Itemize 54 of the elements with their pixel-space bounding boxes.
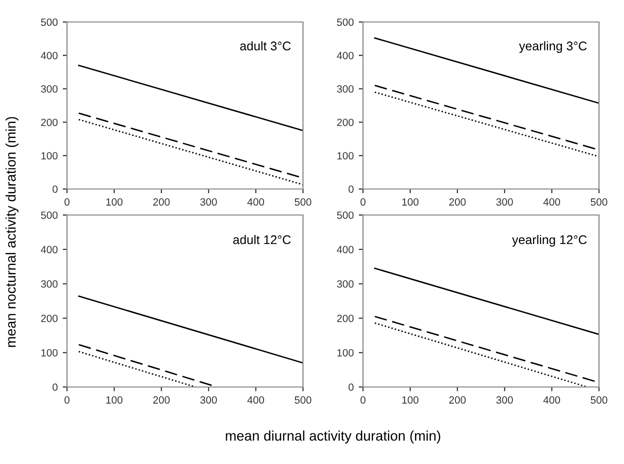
y-tick-label: 500: [41, 18, 58, 26]
y-tick-label: 300: [336, 280, 354, 288]
annotation: adult 12°C: [233, 234, 291, 244]
x-tick-label: 300: [496, 198, 513, 206]
x-tick-label: 400: [543, 198, 560, 206]
y-tick-label: 0: [348, 186, 354, 193]
annotation: yearling 12°C: [512, 234, 587, 247]
x-tick-label: 100: [106, 396, 122, 404]
x-tick-label: 300: [200, 396, 217, 404]
y-tick-label: 500: [41, 212, 58, 219]
annotation: yearling 3°C: [519, 41, 587, 53]
x-tick-label: 200: [449, 198, 466, 206]
y-tick-label: 100: [41, 349, 58, 356]
x-tick-label: 300: [496, 396, 513, 404]
y-tick-label: 300: [40, 280, 58, 288]
x-tick-label: 200: [153, 198, 170, 206]
y-tick-label: 100: [41, 152, 58, 160]
x-tick-label: 300: [200, 198, 217, 206]
x-tick-label: 500: [294, 198, 312, 206]
y-axis-title: mean nocturnal activity duration (min): [6, 117, 18, 347]
y-tick-label: 0: [348, 384, 354, 391]
x-tick-label: 200: [153, 396, 170, 404]
y-tick-label: 100: [337, 349, 354, 356]
y-tick-label: 0: [52, 384, 58, 391]
y-tick-label: 200: [41, 118, 58, 126]
y-tick-label: 200: [337, 314, 354, 322]
y-tick-label: 500: [337, 18, 354, 26]
x-tick-label: 100: [402, 198, 418, 206]
x-tick-label: 0: [360, 198, 366, 206]
x-tick-label: 400: [247, 198, 264, 206]
x-tick-label: 0: [64, 198, 70, 206]
x-tick-label: 0: [360, 396, 366, 404]
x-tick-label: 500: [590, 198, 608, 206]
x-tick-label: 100: [402, 396, 418, 404]
x-axis-title: mean diurnal activity duration (min): [226, 430, 440, 444]
y-tick-label: 200: [337, 118, 354, 126]
annotation: adult 3°C: [240, 41, 291, 50]
x-tick-label: 0: [64, 396, 70, 404]
y-tick-label: 400: [336, 246, 354, 254]
y-tick-label: 200: [41, 314, 58, 322]
y-tick-label: 500: [337, 212, 354, 219]
y-tick-label: 400: [40, 246, 58, 254]
y-tick-label: 400: [40, 52, 58, 60]
x-tick-label: 500: [294, 396, 312, 404]
y-tick-label: 300: [336, 85, 354, 93]
y-tick-label: 0: [52, 186, 58, 193]
x-tick-label: 100: [106, 198, 122, 206]
x-tick-label: 500: [590, 396, 608, 404]
y-tick-label: 100: [337, 152, 354, 160]
x-tick-label: 400: [543, 396, 560, 404]
y-tick-label: 300: [40, 85, 58, 93]
x-tick-label: 200: [449, 396, 466, 404]
y-tick-label: 400: [336, 52, 354, 60]
x-tick-label: 400: [247, 396, 264, 404]
